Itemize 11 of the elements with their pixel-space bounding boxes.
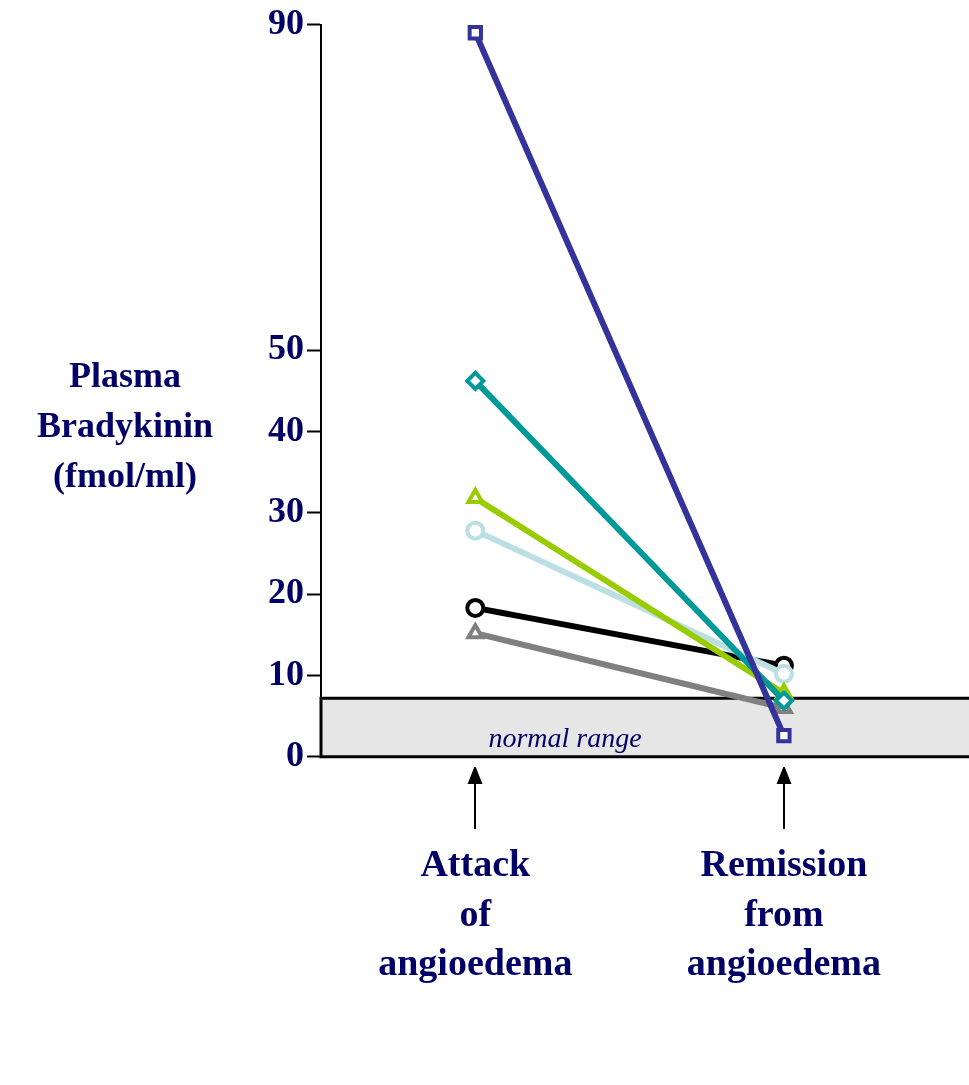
y-axis-title: Plasma Bradykinin (fmol/ml)	[35, 354, 215, 497]
y-tick-label: 10	[268, 652, 304, 693]
y-tick-label: 20	[268, 571, 304, 612]
y-tick-label: 40	[268, 408, 304, 449]
y-tick-label: 90	[268, 1, 304, 42]
y-tick-label: 50	[268, 327, 304, 368]
band-label: normal range	[488, 721, 642, 753]
x-tick-label: Attack of angioedema	[378, 842, 573, 984]
y-tick-label: 30	[268, 490, 304, 531]
x-tick-label: Remission from angioedema	[686, 842, 881, 984]
y-tick-label: 0	[286, 734, 304, 775]
